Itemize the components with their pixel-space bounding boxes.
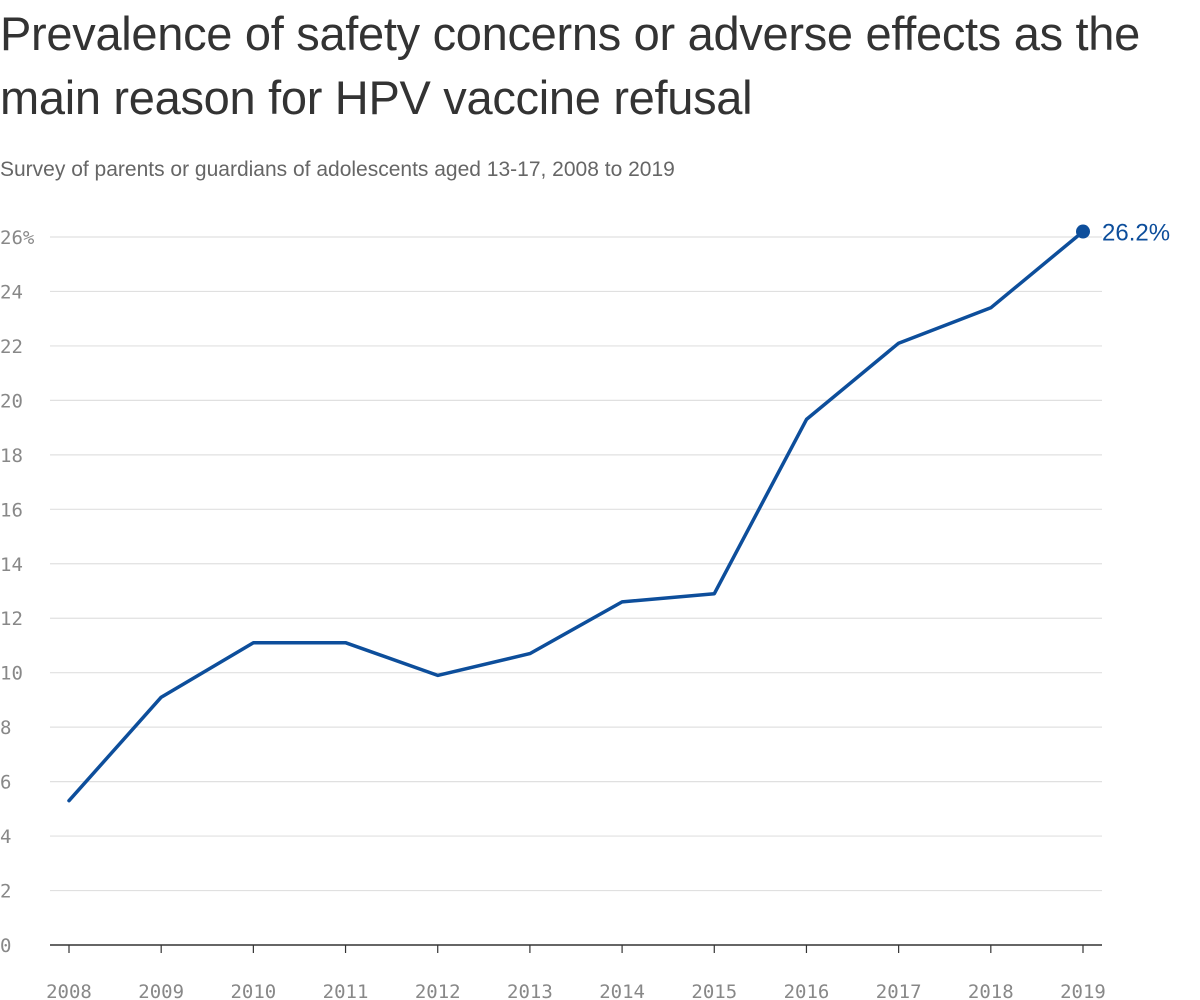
x-tick-label: 2015 xyxy=(691,981,737,1000)
x-tick-label: 2012 xyxy=(415,981,461,1000)
gridlines xyxy=(50,236,1102,892)
y-tick-label: 0 xyxy=(0,935,11,957)
x-tick-label: 2013 xyxy=(507,981,553,1000)
y-tick-label: 4 xyxy=(0,826,11,848)
series-layer xyxy=(67,224,1090,803)
x-tick-label: 2018 xyxy=(968,981,1014,1000)
y-tick-label: 10 xyxy=(0,663,23,685)
x-tick-label: 2019 xyxy=(1060,981,1106,1000)
y-tick-label: 22 xyxy=(0,336,23,358)
data-labels: 26.2% xyxy=(1102,220,1170,247)
y-tick-label: 20 xyxy=(0,390,23,412)
chart-title: Prevalence of safety concerns or adverse… xyxy=(0,7,1140,124)
y-tick-label: 14 xyxy=(0,554,23,576)
y-tick-label: 12 xyxy=(0,608,23,630)
x-tick-label: 2011 xyxy=(323,981,369,1000)
x-axis: 2008 2009 2010 2011 2012 2013 2014 2015 2016 2017… xyxy=(46,944,1106,1000)
end-point-marker xyxy=(1076,224,1090,239)
y-tick-label: 8 xyxy=(0,717,11,739)
y-tick-label: 16 xyxy=(0,499,23,521)
end-value-label: 26.2% xyxy=(1102,220,1170,247)
x-tick-label: 2010 xyxy=(230,981,276,1000)
x-tick-label: 2008 xyxy=(46,981,92,1000)
y-tick-label: 18 xyxy=(0,445,23,467)
x-tick-label: 2009 xyxy=(138,981,184,1000)
chart-subtitle: Survey of parents or guardians of adoles… xyxy=(0,158,675,181)
x-tick-label: 2017 xyxy=(876,981,922,1000)
series-line xyxy=(67,229,1085,803)
y-tick-label: 2 xyxy=(0,881,11,903)
y-tick-label: 24 xyxy=(0,281,23,303)
y-tick-label: 26% xyxy=(0,227,35,249)
x-tick-label: 2016 xyxy=(784,981,830,1000)
x-tick-label: 2014 xyxy=(599,981,645,1000)
y-tick-label: 6 xyxy=(0,772,11,794)
